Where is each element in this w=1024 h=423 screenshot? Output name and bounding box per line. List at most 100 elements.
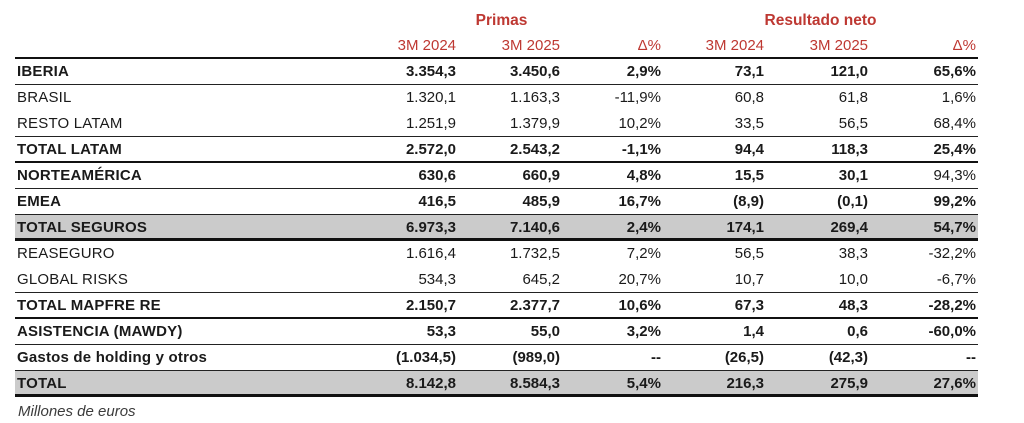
column-header-primas-delta: Δ%: [637, 37, 661, 54]
cell-value: 121,0: [830, 63, 868, 80]
cell-value: 2,9%: [626, 63, 661, 80]
cell-value: 54,7%: [933, 219, 976, 236]
cell-value: 53,3: [426, 323, 456, 340]
cell-value: 216,3: [726, 375, 764, 392]
cell-value: 3.450,6: [509, 63, 560, 80]
cell-value: -11,9%: [614, 89, 661, 106]
cell-value: 38,3: [838, 245, 868, 262]
cell-value: 15,5: [734, 167, 764, 184]
table-row: TOTAL 8.142,8 8.584,3 5,4% 216,3 275,9 27,6%: [15, 371, 978, 397]
cell-value: (989,0): [512, 349, 560, 366]
cell-value: 174,1: [726, 219, 764, 236]
cell-value: 645,2: [522, 271, 560, 288]
group-header-primas: Primas: [475, 12, 528, 29]
cell-value: 94,4: [734, 141, 764, 158]
cell-value: 65,6%: [933, 63, 976, 80]
cell-value: 1.732,5: [509, 245, 560, 262]
column-header-row: 3M 2024 3M 2025 Δ% 3M 2024 3M 2025 Δ%: [15, 34, 978, 59]
cell-value: 534,3: [418, 271, 456, 288]
cell-value: 485,9: [522, 193, 560, 210]
group-header-resultado-neto: Resultado neto: [764, 12, 877, 29]
table-row: TOTAL MAPFRE RE 2.150,7 2.377,7 10,6% 67,3 48…: [15, 293, 978, 319]
cell-value: 73,1: [734, 63, 764, 80]
cell-value: 99,2%: [933, 193, 976, 210]
table-row: GLOBAL RISKS 534,3 645,2 20,7% 10,7 10,0 -6,7%: [15, 267, 978, 293]
column-header-resultado-3m2025: 3M 2025: [809, 37, 868, 54]
row-label: TOTAL LATAM: [17, 141, 122, 158]
cell-value: 269,4: [830, 219, 868, 236]
cell-value: 4,8%: [626, 167, 661, 184]
cell-value: 55,0: [530, 323, 560, 340]
cell-value: (1.034,5): [395, 349, 456, 366]
cell-value: 20,7%: [618, 271, 661, 288]
cell-value: 27,6%: [933, 375, 976, 392]
column-header-resultado-delta: Δ%: [952, 37, 976, 54]
cell-value: 33,5: [734, 115, 764, 132]
cell-value: -60,0%: [928, 323, 976, 340]
row-label: NORTEAMÉRICA: [17, 167, 142, 184]
cell-value: 5,4%: [626, 375, 661, 392]
cell-value: 8.584,3: [509, 375, 560, 392]
cell-value: 10,6%: [618, 297, 661, 314]
table-row: Gastos de holding y otros (1.034,5) (989,0…: [15, 345, 978, 371]
cell-value: 6.973,3: [405, 219, 456, 236]
cell-value: (26,5): [724, 349, 764, 366]
cell-value: 67,3: [734, 297, 764, 314]
cell-value: 118,3: [831, 141, 868, 158]
column-header-primas-3m2024: 3M 2024: [397, 37, 456, 54]
cell-value: 1.379,9: [509, 115, 560, 132]
row-label: Gastos de holding y otros: [17, 349, 208, 366]
cell-value: 56,5: [734, 245, 764, 262]
row-label: GLOBAL RISKS: [17, 271, 129, 288]
row-label: EMEA: [17, 193, 62, 210]
group-header-row: Primas Resultado neto: [15, 8, 978, 34]
cell-value: 8.142,8: [405, 375, 456, 392]
cell-value: 25,4%: [933, 141, 976, 158]
cell-value: 7.140,6: [509, 219, 560, 236]
cell-value: 2.150,7: [405, 297, 456, 314]
cell-value: -6,7%: [936, 271, 976, 288]
table-row: TOTAL SEGUROS 6.973,3 7.140,6 2,4% 174,1 269,…: [15, 215, 978, 241]
column-header-resultado-3m2024: 3M 2024: [705, 37, 764, 54]
cell-value: 60,8: [734, 89, 764, 106]
cell-value: (8,9): [733, 193, 764, 210]
cell-value: 630,6: [418, 167, 456, 184]
row-label: REASEGURO: [17, 245, 115, 262]
cell-value: -1,1%: [621, 141, 661, 158]
row-label: IBERIA: [17, 63, 70, 80]
table-row: ASISTENCIA (MAWDY) 53,3 55,0 3,2% 1,4 0,6 -60,…: [15, 319, 978, 345]
cell-value: --: [966, 349, 976, 366]
cell-value: 56,5: [838, 115, 868, 132]
table-body: IBERIA 3.354,3 3.450,6 2,9% 73,1 121,0 65,6% BR…: [15, 59, 978, 397]
cell-value: 48,3: [838, 297, 868, 314]
cell-value: 1.616,4: [405, 245, 456, 262]
row-label: TOTAL MAPFRE RE: [17, 297, 161, 314]
cell-value: 2,4%: [626, 219, 661, 236]
table-row: REASEGURO 1.616,4 1.732,5 7,2% 56,5 38,3 -32,2…: [15, 241, 978, 267]
table-row: RESTO LATAM 1.251,9 1.379,9 10,2% 33,5 56,5 68…: [15, 111, 978, 137]
cell-value: 94,3%: [933, 167, 976, 184]
cell-value: (0,1): [837, 193, 868, 210]
cell-value: 1.251,9: [405, 115, 456, 132]
table-row: EMEA 416,5 485,9 16,7% (8,9) (0,1) 99,2%: [15, 189, 978, 215]
cell-value: 1,4: [743, 323, 764, 340]
row-label: BRASIL: [17, 89, 72, 106]
table-row: TOTAL LATAM 2.572,0 2.543,2 -1,1% 94,4 118,3 2…: [15, 137, 978, 163]
cell-value: --: [651, 349, 661, 366]
cell-value: 2.572,0: [405, 141, 456, 158]
row-label: TOTAL SEGUROS: [17, 219, 148, 236]
table-row: NORTEAMÉRICA 630,6 660,9 4,8% 15,5 30,1 94,3%: [15, 163, 978, 189]
cell-value: 61,8: [838, 89, 868, 106]
cell-value: 2.377,7: [509, 297, 560, 314]
cell-value: 416,5: [418, 193, 456, 210]
cell-value: 10,7: [734, 271, 764, 288]
cell-value: 2.543,2: [509, 141, 560, 158]
cell-value: 68,4%: [933, 115, 976, 132]
cell-value: 1.320,1: [405, 89, 456, 106]
cell-value: -28,2%: [928, 297, 976, 314]
row-label: ASISTENCIA (MAWDY): [17, 323, 183, 340]
cell-value: 3,2%: [626, 323, 661, 340]
cell-value: 30,1: [838, 167, 868, 184]
column-header-primas-3m2025: 3M 2025: [501, 37, 560, 54]
